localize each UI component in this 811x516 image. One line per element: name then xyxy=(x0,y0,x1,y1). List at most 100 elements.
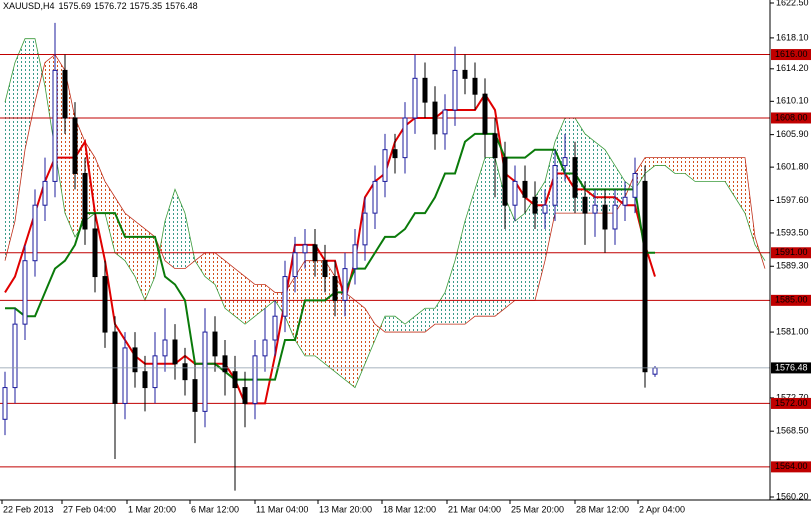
y-tick-label: 1581.00 xyxy=(776,326,809,336)
cloud-segment xyxy=(655,157,665,166)
cloud-segment xyxy=(705,157,715,182)
candle-body xyxy=(92,228,98,278)
ohlc-high: 1576.72 xyxy=(94,1,127,11)
level-label: 1608.00 xyxy=(775,112,808,122)
candle-body xyxy=(212,331,218,357)
cloud-segment xyxy=(585,133,595,214)
current-price-label: 1576.48 xyxy=(775,362,808,372)
x-tick-label: 1 Mar 20:00 xyxy=(128,504,176,514)
candle-body xyxy=(592,204,598,214)
candle-body xyxy=(532,196,538,214)
cloud-segment xyxy=(385,316,395,333)
current-price-box xyxy=(771,362,811,374)
candle-body xyxy=(312,244,318,262)
candle-body xyxy=(462,69,468,79)
ohlc-open: 1575.69 xyxy=(59,1,92,11)
cloud-segment xyxy=(345,292,355,388)
candle-body xyxy=(412,77,418,119)
candle-body xyxy=(452,69,458,111)
candle-body xyxy=(12,323,18,389)
candle-body xyxy=(652,367,658,375)
cloud-segment xyxy=(365,308,375,364)
chart-header: XAUUSD,H4 1575.69 1576.72 1575.35 1576.48 xyxy=(3,1,198,11)
y-tick-label: 1601.80 xyxy=(776,162,809,172)
candle-body xyxy=(152,355,158,389)
candle-body xyxy=(42,180,48,206)
candle-body xyxy=(432,101,438,135)
candle-body xyxy=(582,196,588,214)
cloud-segment xyxy=(445,260,455,325)
candle-body xyxy=(162,339,168,357)
candle-body xyxy=(272,315,278,341)
candle-body xyxy=(302,244,308,254)
cloud-segment xyxy=(415,308,425,333)
candle-body xyxy=(642,180,648,373)
y-tick-label: 1568.50 xyxy=(776,426,809,436)
x-tick-label: 11 Mar 04:00 xyxy=(256,504,308,514)
level-label-box xyxy=(771,294,811,306)
candle-body xyxy=(202,331,208,412)
candle-body xyxy=(2,387,8,420)
cloud-segment xyxy=(675,157,685,174)
candle-body xyxy=(522,180,528,198)
candle-body xyxy=(502,157,508,206)
cloud-segment xyxy=(15,38,25,222)
x-tick-label: 2 Apr 04:00 xyxy=(639,504,685,514)
cloud-segment xyxy=(335,276,345,380)
cloud-segment xyxy=(115,197,125,261)
candle-body xyxy=(82,172,88,230)
cloud-segment xyxy=(595,141,605,214)
candle-body xyxy=(322,260,328,278)
candle-body xyxy=(422,77,428,103)
candle-body xyxy=(252,355,258,404)
candle-body xyxy=(182,363,188,381)
x-tick-label: 21 Mar 04:00 xyxy=(448,504,501,514)
cloud-segment xyxy=(105,181,115,253)
candle-body xyxy=(442,109,448,135)
x-tick-label: 6 Mar 12:00 xyxy=(191,504,239,514)
candle-body xyxy=(232,371,238,389)
cloud-edge xyxy=(4,53,766,333)
level-label: 1564.00 xyxy=(775,461,808,471)
candle-body xyxy=(22,260,28,325)
indicator-line xyxy=(5,132,655,381)
plot-area xyxy=(0,22,770,491)
cloud-segment xyxy=(485,157,495,317)
cloud-segment xyxy=(175,189,185,269)
cloud-segment xyxy=(735,157,745,214)
level-label: 1585.00 xyxy=(775,295,808,305)
y-tick-label: 1622.50 xyxy=(776,0,809,7)
ohlc-close: 1576.48 xyxy=(165,1,198,11)
cloud-segment xyxy=(725,157,735,198)
candle-body xyxy=(372,180,378,214)
x-tick-label: 22 Feb 2013 xyxy=(3,504,54,514)
candle-body xyxy=(622,196,628,206)
cloud-segment xyxy=(165,189,175,269)
cloud-segment xyxy=(405,316,415,333)
cloud-segment xyxy=(95,157,105,214)
cloud-segment xyxy=(235,268,245,325)
candle-body xyxy=(142,371,148,389)
cloud-segment xyxy=(465,189,475,325)
y-tick-label: 1589.30 xyxy=(776,261,809,271)
y-tick-label: 1593.50 xyxy=(776,227,809,237)
cloud-segment xyxy=(315,260,325,364)
chart-title: XAUUSD,H4 xyxy=(3,1,55,11)
cloud-segment xyxy=(215,252,225,309)
cloud-segment xyxy=(715,157,725,182)
level-label-box xyxy=(771,461,811,473)
candle-body xyxy=(352,244,358,270)
cloud-edge xyxy=(4,38,766,389)
candle-body xyxy=(72,117,78,174)
y-tick-label: 1560.20 xyxy=(776,491,809,501)
cloud-segment xyxy=(185,213,195,269)
cloud-segment xyxy=(425,308,435,333)
cloud-segment xyxy=(695,157,705,182)
y-tick-label: 1597.60 xyxy=(776,195,809,205)
candle-body xyxy=(492,133,498,159)
candle-body xyxy=(562,157,568,167)
candle-body xyxy=(192,379,198,412)
x-tick-label: 25 Mar 20:00 xyxy=(511,504,564,514)
cloud-segment xyxy=(225,260,235,317)
candle-body xyxy=(332,276,338,301)
